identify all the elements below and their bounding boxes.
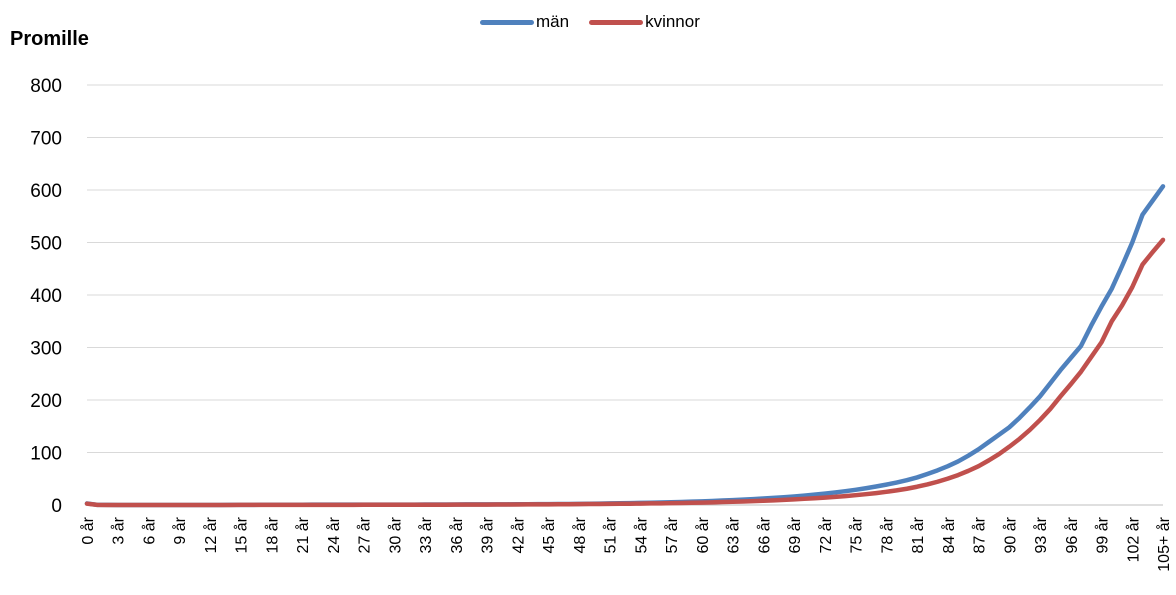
- x-tick-label: 54 år: [632, 516, 650, 553]
- x-tick-label: 72 år: [817, 516, 835, 553]
- x-tick-label: 51 år: [602, 516, 620, 553]
- legend-swatch-man: [480, 19, 534, 25]
- x-tick-label: 3 år: [110, 516, 128, 544]
- x-tick-label: 102 år: [1124, 516, 1142, 562]
- x-tick-label: 36 år: [448, 516, 466, 553]
- x-tick-label: 39 år: [479, 516, 497, 553]
- x-tick-label: 96 år: [1063, 516, 1081, 553]
- x-tick-label: 12 år: [202, 516, 220, 553]
- y-tick-label: 500: [30, 234, 62, 255]
- x-tick-label: 90 år: [1001, 516, 1019, 553]
- x-tick-label: 21 år: [294, 516, 312, 553]
- x-tick-label: 24 år: [325, 516, 343, 553]
- x-tick-label: 87 år: [971, 516, 989, 553]
- y-tick-label: 400: [30, 286, 62, 307]
- x-tick-label: 42 år: [509, 516, 527, 553]
- x-tick-label: 27 år: [356, 516, 374, 553]
- x-tick-label: 0 år: [79, 516, 97, 544]
- legend: män kvinnor: [480, 12, 720, 32]
- x-tick-label: 105+ år: [1155, 516, 1173, 571]
- series-line-man: [84, 184, 1166, 508]
- x-tick-label: 81 år: [909, 516, 927, 553]
- x-tick-label: 84 år: [940, 516, 958, 553]
- y-tick-label: 0: [51, 496, 62, 517]
- y-tick-label: 800: [30, 76, 62, 97]
- x-tick-label: 48 år: [571, 516, 589, 553]
- legend-item-man: män: [480, 12, 569, 32]
- x-tick-label: 78 år: [878, 516, 896, 553]
- x-tick-label: 15 år: [233, 516, 251, 553]
- y-tick-label: 600: [30, 181, 62, 202]
- y-tick-label: 200: [30, 391, 62, 412]
- x-tick-label: 66 år: [755, 516, 773, 553]
- y-tick-label: 700: [30, 129, 62, 150]
- x-tick-label: 6 år: [140, 516, 158, 544]
- x-tick-label: 18 år: [263, 516, 281, 553]
- x-tick-label: 69 år: [786, 516, 804, 553]
- x-tick-label: 93 år: [1032, 516, 1050, 553]
- x-tick-label: 75 år: [848, 516, 866, 553]
- x-tick-label: 45 år: [540, 516, 558, 553]
- legend-item-kvinnor: kvinnor: [589, 12, 700, 32]
- x-tick-label: 99 år: [1094, 516, 1112, 553]
- x-tick-label: 57 år: [663, 516, 681, 553]
- y-axis-title: Promille: [10, 28, 89, 50]
- y-tick-label: 100: [30, 444, 62, 465]
- x-tick-label: 63 år: [725, 516, 743, 553]
- x-tick-label: 9 år: [171, 516, 189, 544]
- x-tick-label: 33 år: [417, 516, 435, 553]
- legend-label-man: män: [536, 12, 570, 31]
- legend-swatch-kvinnor: [589, 19, 644, 25]
- y-tick-label: 300: [30, 339, 62, 360]
- x-tick-label: 30 år: [386, 516, 404, 553]
- x-tick-label: 60 år: [694, 516, 712, 553]
- legend-label-kvinnor: kvinnor: [645, 12, 700, 31]
- series-line-kvinnor: [84, 237, 1166, 508]
